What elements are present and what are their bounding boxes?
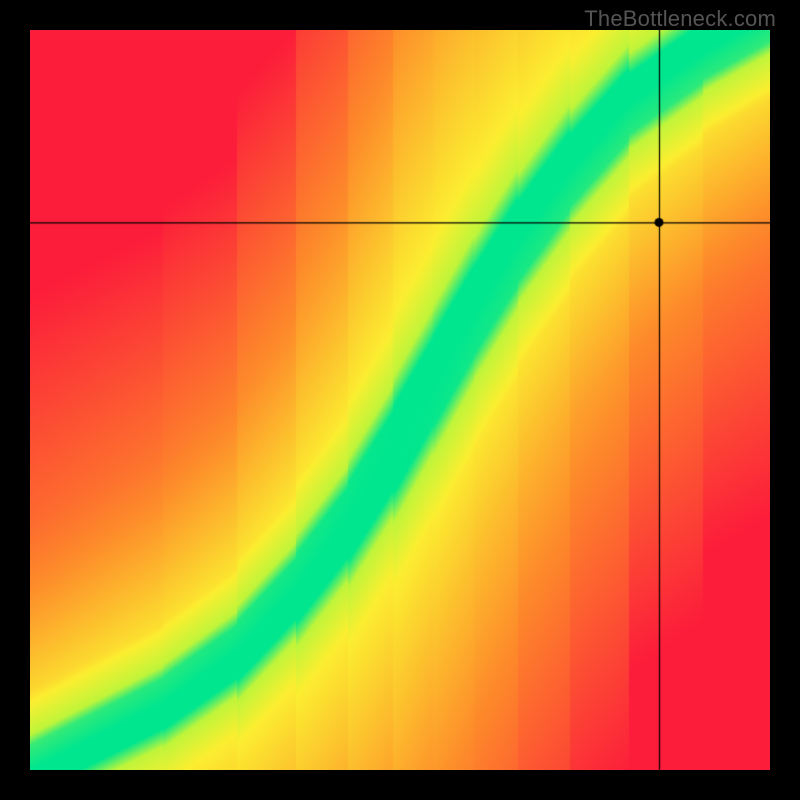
site-watermark: TheBottleneck.com [584, 6, 776, 32]
bottleneck-heatmap [30, 30, 770, 770]
